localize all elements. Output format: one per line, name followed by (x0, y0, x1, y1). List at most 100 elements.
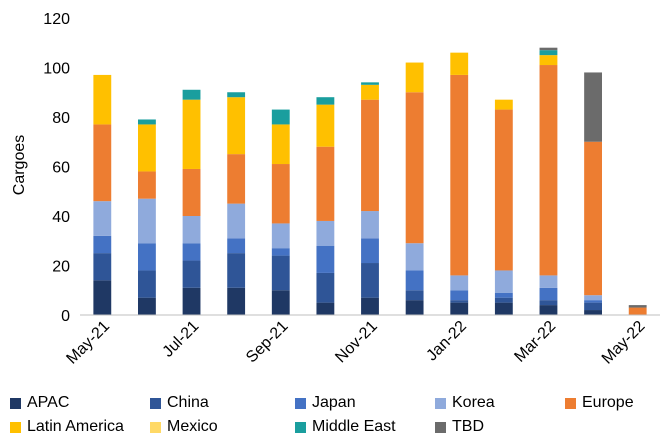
bar-segment-china-mar-22 (539, 300, 558, 306)
bar-segment-apac-nov-21 (361, 297, 379, 315)
bar-segment-latin-america-jun-21 (138, 124, 156, 172)
legend-label: APAC (27, 394, 70, 411)
legend-swatch (295, 397, 306, 409)
legend-label: Mexico (167, 418, 218, 435)
bar-segment-japan-nov-21 (361, 238, 379, 264)
bar-segment-europe-jul-21 (182, 168, 201, 216)
bar-segment-latin-america-oct-21 (316, 104, 335, 147)
bar-segment-japan-jun-21 (138, 243, 156, 271)
bar-segment-apac-apr-22 (584, 310, 602, 315)
bar-segment-europe-may-21 (93, 124, 112, 202)
legend-swatch (565, 397, 576, 409)
legend-item-latin-america: Latin America (10, 418, 124, 436)
legend-label: Middle East (312, 418, 396, 435)
x-tick-label: Nov-21 (332, 318, 381, 367)
bar-segment-korea-jan-22 (450, 275, 469, 291)
bar-segment-korea-nov-21 (361, 211, 379, 239)
bar-segment-korea-jul-21 (182, 216, 201, 244)
bar-segment-europe-oct-21 (316, 146, 335, 221)
y-axis-label: Cargoes (11, 135, 28, 195)
y-tick-label: 100 (43, 61, 70, 78)
bar-segment-europe-aug-21 (227, 154, 246, 204)
legend-label: TBD (452, 418, 484, 435)
bar-segment-europe-dec-21 (405, 92, 424, 244)
legend-label: Latin America (27, 418, 124, 435)
bar-segment-china-jun-21 (138, 270, 156, 298)
bar-segment-latin-america-jan-22 (450, 52, 469, 75)
bar-segment-apac-oct-21 (316, 302, 335, 315)
bar-segment-japan-mar-22 (539, 287, 558, 301)
bar-segment-korea-sep-21 (271, 223, 290, 249)
bar-segment-apac-may-21 (93, 280, 112, 315)
bar-segment-china-nov-21 (361, 263, 379, 298)
bar-segment-korea-feb-22 (494, 270, 513, 293)
y-axis: 0 20 40 60 80 100 120 (43, 11, 70, 325)
y-tick-label: 120 (43, 11, 70, 28)
x-tick-label: May-21 (63, 318, 113, 368)
bar-segment-latin-america-jul-21 (182, 99, 201, 169)
legend-item-middle-east: Middle East (295, 418, 396, 436)
bar-segment-middle-east-jun-21 (138, 119, 156, 125)
bar-segment-china-jul-21 (182, 260, 201, 288)
bar-segment-japan-jul-21 (182, 243, 201, 261)
bar-segment-latin-america-nov-21 (361, 84, 379, 100)
bar-segment-china-feb-22 (494, 297, 513, 303)
y-tick-label: 60 (52, 160, 70, 177)
bar-segment-middle-east-nov-21 (361, 82, 379, 85)
y-tick-label: 20 (52, 259, 70, 276)
legend-item-europe: Europe (565, 394, 634, 412)
x-tick-label: Sep-21 (243, 318, 292, 367)
x-tick-label: Mar-22 (511, 318, 559, 366)
bar-segment-europe-mar-22 (539, 65, 558, 276)
bar-segment-japan-sep-21 (271, 248, 290, 256)
bar-segment-china-aug-21 (227, 253, 246, 288)
bar-segment-apac-mar-22 (539, 305, 558, 315)
bar-segment-apac-jan-22 (450, 302, 469, 315)
bar-segment-china-oct-21 (316, 272, 335, 303)
bar-segment-japan-feb-22 (494, 292, 513, 298)
y-tick-label: 80 (52, 110, 70, 127)
bar-segment-tbd-may-22 (628, 305, 647, 308)
legend-swatch (295, 421, 306, 433)
bar-segment-japan-dec-21 (405, 270, 424, 291)
bar-segment-china-may-21 (93, 253, 112, 281)
bar-segment-middle-east-oct-21 (316, 97, 335, 105)
bar-segment-apac-feb-22 (494, 302, 513, 315)
legend-item-apac: APAC (10, 394, 69, 412)
legend-swatch (435, 397, 446, 409)
bar-segment-europe-may-22 (628, 307, 647, 315)
legend-label: Korea (452, 394, 495, 411)
bar-segment-latin-america-feb-22 (494, 99, 513, 110)
x-axis: May-21 Jul-21 Sep-21 Nov-21 Jan-22 Mar-22 May-… (63, 314, 660, 368)
bar-segment-korea-aug-21 (227, 203, 246, 239)
bar-segment-europe-nov-21 (361, 99, 379, 212)
bar-segment-tbd-mar-22 (539, 47, 558, 51)
bar-segment-middle-east-sep-21 (271, 109, 290, 125)
x-tick-label: May-22 (599, 318, 649, 368)
bar-segment-europe-jun-21 (138, 171, 156, 199)
bar-segment-korea-apr-22 (584, 295, 602, 301)
bar-segment-japan-may-21 (93, 235, 112, 254)
bar-segment-latin-america-aug-21 (227, 97, 246, 155)
bar-segment-china-sep-21 (271, 255, 290, 291)
legend-item-china: China (150, 394, 209, 412)
bar-segment-china-jan-22 (450, 300, 469, 303)
bar-segment-middle-east-aug-21 (227, 92, 246, 98)
legend-swatch (150, 397, 161, 409)
bar-segment-korea-mar-22 (539, 275, 558, 288)
bar-segment-europe-sep-21 (271, 164, 290, 224)
bar-segment-japan-aug-21 (227, 238, 246, 254)
bar-segment-latin-america-mar-22 (539, 55, 558, 66)
bar-segment-apac-jul-21 (182, 287, 201, 315)
y-tick-label: 40 (52, 209, 70, 226)
legend-item-tbd: TBD (435, 418, 484, 436)
legend-swatch (10, 421, 21, 433)
legend-item-korea: Korea (435, 394, 495, 412)
bar-segment-middle-east-jul-21 (182, 89, 201, 100)
legend-item-mexico: Mexico (150, 418, 218, 436)
bar-segment-china-apr-22 (584, 302, 602, 311)
bar-segment-japan-apr-22 (584, 300, 602, 303)
stacked-bar-chart: 0 20 40 60 80 100 120 May-21 Jul-21 Sep-21 Nov-21… (11, 11, 660, 368)
legend-item-japan: Japan (295, 394, 356, 412)
bar-segment-latin-america-sep-21 (271, 124, 290, 165)
